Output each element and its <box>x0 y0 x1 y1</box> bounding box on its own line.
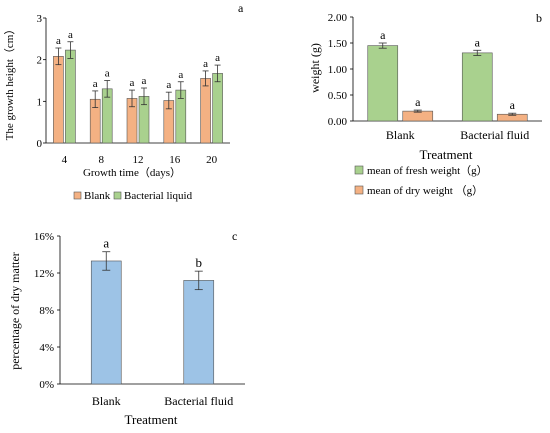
panel-b-x-tick-labels: Blank Bacterial fluid <box>386 128 529 142</box>
panel-a-x-tick-labels: 4 8 12 16 20 <box>62 154 218 166</box>
y-tick-label: 8% <box>39 305 54 317</box>
legend-label-bacterial-liquid: Bacterial liquid <box>124 190 193 202</box>
y-tick-label: 0.50 <box>328 90 348 102</box>
significance-letter: a <box>380 28 386 42</box>
significance-letter: a <box>166 79 171 91</box>
y-tick-label: 0 <box>37 138 43 150</box>
bar <box>90 260 122 385</box>
panel-a-x-axis-title: Growth time（days） <box>83 166 181 179</box>
x-tick-label: 16 <box>169 154 181 166</box>
bar <box>461 52 493 122</box>
y-tick-label: 0% <box>39 379 54 391</box>
legend-swatch-fresh-weight <box>354 165 364 175</box>
panel-b-y-tick-labels: 0.00 0.50 1.00 1.50 2.00 <box>328 12 348 128</box>
x-tick-label: Blank <box>386 128 415 142</box>
panel-b-y-axis-title: weight (g) <box>308 43 322 93</box>
legend-swatch-bacterial-liquid <box>113 191 122 200</box>
significance-letter: a <box>215 52 220 64</box>
panel-c-x-tick-labels: Blank Bacterial fluid <box>92 394 233 408</box>
bar <box>200 78 211 144</box>
x-tick-label: Bacterial fluid <box>460 128 529 142</box>
bar <box>53 56 64 144</box>
bar <box>367 45 399 122</box>
panel-a-y-axis-title: The growth height（cm） <box>3 24 16 141</box>
panel-a-axes <box>43 17 230 144</box>
panel-c-bars: ab <box>90 236 215 385</box>
panel-b-x-axis-title: Treatment <box>420 147 473 162</box>
panel-c-label: c <box>232 229 237 243</box>
legend-label-dry-weight: mean of dry weight （g） <box>367 184 483 197</box>
y-tick-label: 2 <box>37 55 43 67</box>
y-tick-label: 2.00 <box>328 12 348 24</box>
panel-a-label: a <box>238 1 244 15</box>
bar <box>65 49 76 144</box>
panel-a-y-tick-labels: 0 1 2 3 <box>37 13 43 150</box>
x-tick-label: Blank <box>92 394 121 408</box>
panel-a-legend: Blank Bacterial liquid <box>73 190 193 202</box>
x-tick-label: 20 <box>206 154 218 166</box>
y-tick-label: 16% <box>34 231 54 243</box>
significance-letter: a <box>130 77 135 89</box>
significance-letter: a <box>103 236 109 251</box>
x-tick-label: 4 <box>62 154 68 166</box>
panel-b: b weight (g) a a a a 0.00 0.50 1.00 1.50 2.00 B… <box>308 11 542 197</box>
legend-label-blank: Blank <box>84 190 111 202</box>
panel-b-legend: mean of fresh weight（g） mean of dry weig… <box>354 164 488 197</box>
panel-c-axes <box>57 235 245 385</box>
significance-letter: a <box>203 58 208 70</box>
legend-swatch-blank <box>73 191 82 200</box>
y-tick-label: 12% <box>34 268 54 280</box>
panel-c-y-axis-title: percentage of dry matter <box>8 252 22 370</box>
panel-c: c percentage of dry matter ab 0%4%8%12%1… <box>8 229 245 427</box>
significance-letter: a <box>178 69 183 81</box>
x-tick-label: Bacterial fluid <box>164 394 233 408</box>
legend-swatch-dry-weight <box>354 185 364 195</box>
panel-b-label: b <box>536 11 542 25</box>
significance-letter: a <box>93 78 98 90</box>
significance-letter: b <box>196 255 203 270</box>
panel-c-y-tick-labels: 0% 4% 8% 12% 16% <box>34 231 54 391</box>
bar <box>402 110 434 122</box>
significance-letter: a <box>475 35 481 49</box>
bar <box>212 73 223 144</box>
y-tick-label: 1.00 <box>328 64 348 76</box>
y-tick-label: 1.50 <box>328 38 348 50</box>
panel-c-x-axis-title: Treatment <box>125 412 178 427</box>
panel-b-bars: a a a a <box>367 28 528 122</box>
y-tick-label: 3 <box>37 13 43 25</box>
significance-letter: a <box>510 98 516 112</box>
x-tick-label: 12 <box>133 154 144 166</box>
y-tick-label: 0.00 <box>328 116 348 128</box>
legend-label-fresh-weight: mean of fresh weight（g） <box>367 164 488 177</box>
significance-letter: a <box>105 68 110 80</box>
significance-letter: a <box>68 29 73 41</box>
significance-letter: a <box>415 95 421 109</box>
bar <box>183 280 215 385</box>
y-tick-label: 1 <box>37 96 43 108</box>
y-tick-label: 4% <box>39 342 54 354</box>
significance-letter: a <box>56 35 61 47</box>
significance-letter: a <box>142 75 147 87</box>
x-tick-label: 8 <box>98 154 104 166</box>
